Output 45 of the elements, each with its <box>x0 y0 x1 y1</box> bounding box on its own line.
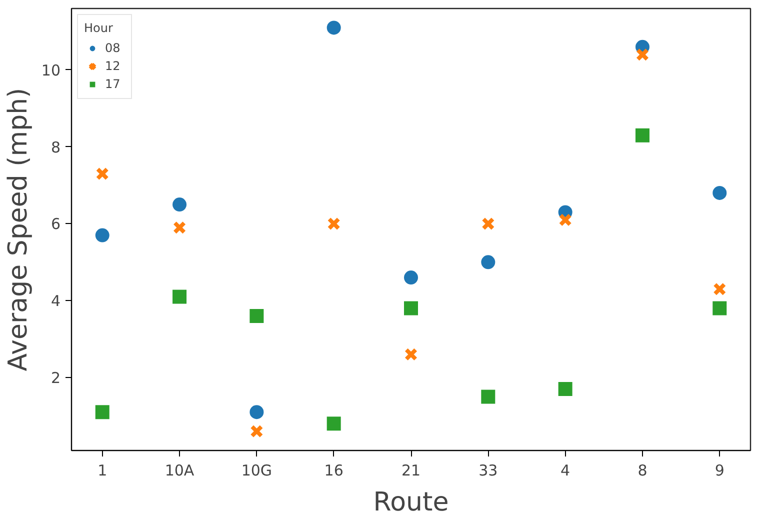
point <box>404 348 418 362</box>
point <box>713 282 726 296</box>
x-tick-label: 9 <box>714 462 724 480</box>
point <box>557 381 574 398</box>
y-axis-title: Average Speed (mph) <box>3 88 34 372</box>
point <box>480 388 496 405</box>
point <box>94 227 110 244</box>
x-tick-label: 8 <box>638 462 648 480</box>
legend-label: 17 <box>105 77 122 91</box>
legend-label: 08 <box>105 41 122 55</box>
point <box>250 424 264 438</box>
point <box>326 416 342 432</box>
point <box>172 220 186 234</box>
legend-label: 12 <box>105 59 122 73</box>
x-tick-label: 4 <box>560 462 570 480</box>
point <box>403 270 419 286</box>
x-axis-title: Route <box>373 488 449 518</box>
point <box>94 404 110 420</box>
point <box>712 300 728 316</box>
point <box>480 254 496 270</box>
point <box>327 217 340 230</box>
x-tick-label: 10A <box>164 462 195 480</box>
x-tick-label: 21 <box>401 462 421 480</box>
point <box>96 167 109 180</box>
y-tick-label: 2 <box>50 368 61 387</box>
x-tick-label: 1 <box>98 462 108 480</box>
y-tick-label: 8 <box>50 138 61 156</box>
point <box>636 48 650 62</box>
y-tick-label: 10 <box>41 61 61 80</box>
y-tick-label: 6 <box>50 215 61 234</box>
y-tick-label: 4 <box>50 292 61 310</box>
x-tick-label: 33 <box>478 462 498 480</box>
point <box>326 20 342 36</box>
point <box>558 213 572 226</box>
point <box>248 308 265 324</box>
legend-title: Hour <box>84 21 114 35</box>
point <box>712 185 728 201</box>
point <box>172 196 188 213</box>
point <box>172 288 188 305</box>
point <box>482 217 495 230</box>
point <box>403 300 419 316</box>
x-tick-label: 16 <box>324 462 344 480</box>
x-tick-label: 10G <box>241 462 272 480</box>
point <box>248 404 265 420</box>
point <box>634 127 650 144</box>
